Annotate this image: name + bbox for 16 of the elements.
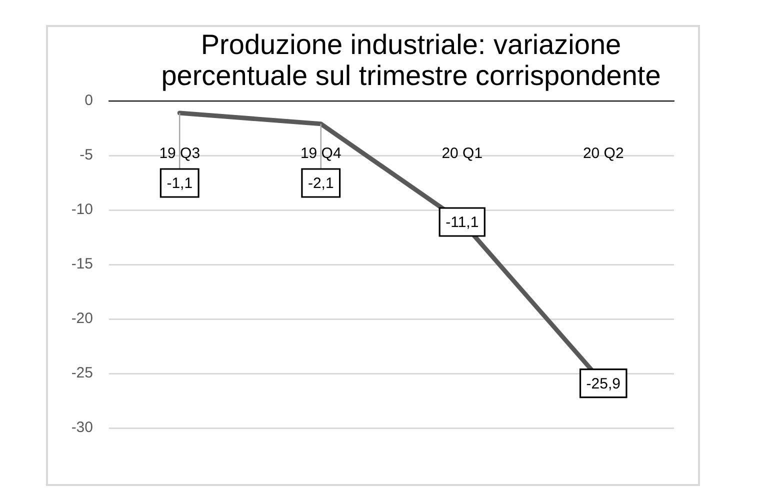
x-tick-label: 19 Q4	[300, 145, 342, 162]
x-tick-label: 20 Q1	[442, 145, 483, 162]
y-tick-label: -10	[71, 201, 93, 218]
y-tick-label: -25	[71, 364, 93, 382]
y-tick-label: 0	[84, 92, 93, 110]
x-tick-label: 20 Q2	[582, 145, 624, 162]
y-tick-label: -5	[80, 146, 93, 164]
y-tick-label: -30	[71, 419, 93, 436]
data-label: -1,1	[166, 175, 193, 192]
x-tick-label: 19 Q3	[159, 145, 200, 162]
data-label: -11,1	[446, 214, 479, 232]
chart-title: Produzione industriale: variazione percentuale sul trimestre corrispondente	[160, 29, 662, 91]
y-tick-label: -15	[71, 256, 93, 273]
data-label: -25,9	[586, 375, 620, 392]
y-tick-label: -20	[71, 310, 93, 328]
data-label: -2,1	[308, 175, 334, 192]
